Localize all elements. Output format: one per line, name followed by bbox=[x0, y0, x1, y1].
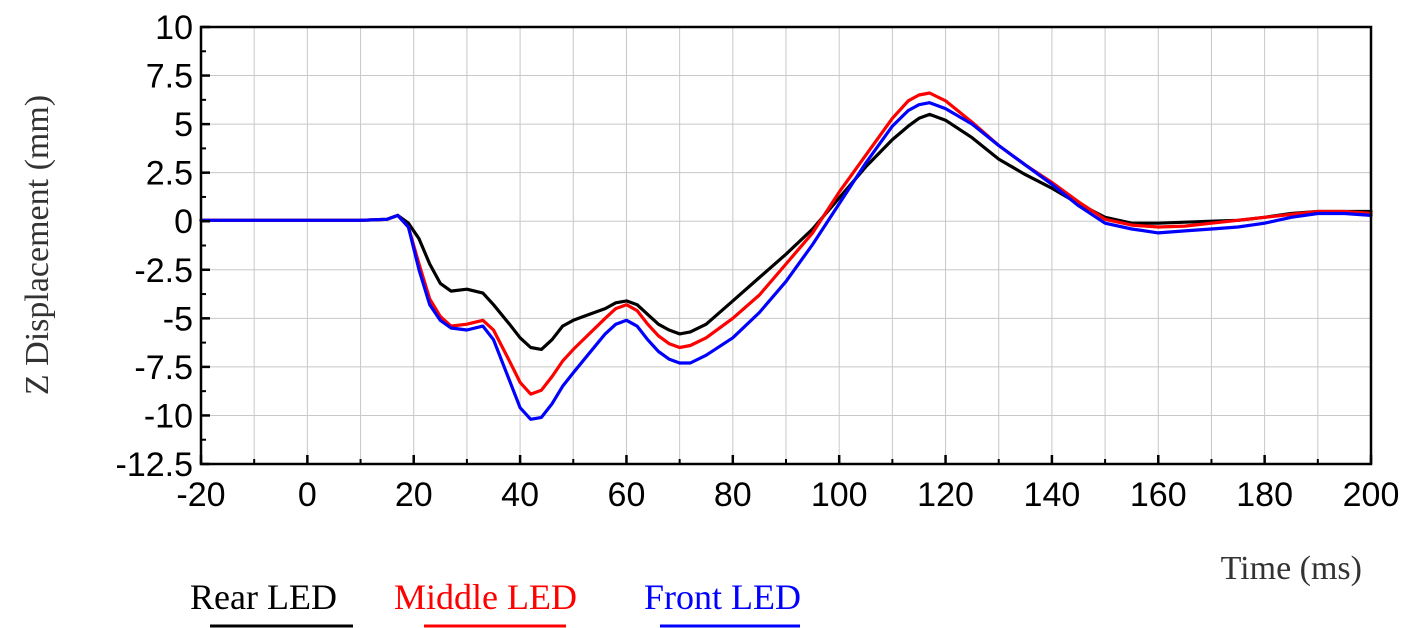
x-tick-label: 100 bbox=[811, 476, 868, 514]
x-tick-label: 40 bbox=[501, 476, 539, 514]
tick-marks bbox=[199, 25, 1373, 466]
series-line-front-led bbox=[199, 101, 1373, 421]
series-line-middle-led bbox=[199, 91, 1373, 396]
y-tick-label: -12.5 bbox=[116, 446, 194, 484]
y-tick-label: -10 bbox=[144, 397, 193, 435]
y-tick-label: -7.5 bbox=[134, 349, 193, 387]
x-tick-label: 140 bbox=[1024, 476, 1081, 514]
y-tick-label: -2.5 bbox=[134, 252, 193, 290]
legend-label-rear: Rear LED bbox=[190, 577, 337, 617]
tick-labels: -20 0 20 40 60 80 100 120 140 160 180 200-12.5-10-7… bbox=[116, 9, 1400, 514]
y-tick-label: 7.5 bbox=[146, 58, 193, 96]
x-tick-label: -20 bbox=[176, 476, 225, 514]
y-tick-label: 5 bbox=[174, 106, 193, 144]
x-tick-label: 180 bbox=[1236, 476, 1293, 514]
legend-item-rear: Rear LED bbox=[190, 577, 353, 628]
x-tick-label: 120 bbox=[917, 476, 974, 514]
grid bbox=[201, 27, 1371, 464]
y-tick-label: 10 bbox=[155, 9, 193, 47]
y-tick-label: 0 bbox=[174, 203, 193, 241]
y-axis-title: Z Displacement (mm) bbox=[19, 95, 56, 395]
x-tick-label: 200 bbox=[1343, 476, 1400, 514]
y-tick-label: -5 bbox=[163, 300, 193, 338]
x-tick-label: 20 bbox=[395, 476, 433, 514]
legend: Rear LED Middle LED Front LED bbox=[190, 577, 801, 628]
x-tick-label: 60 bbox=[608, 476, 646, 514]
x-tick-label: 0 bbox=[298, 476, 317, 514]
x-tick-label: 160 bbox=[1130, 476, 1187, 514]
legend-item-front: Front LED bbox=[644, 577, 801, 628]
legend-label-middle: Middle LED bbox=[394, 577, 577, 617]
y-tick-label: 2.5 bbox=[146, 155, 193, 193]
legend-item-middle: Middle LED bbox=[394, 577, 577, 628]
series-line-rear-led bbox=[199, 112, 1373, 351]
x-axis-title: Time (ms) bbox=[1221, 550, 1362, 587]
x-tick-label: 80 bbox=[714, 476, 752, 514]
legend-label-front: Front LED bbox=[644, 577, 801, 617]
series-layer bbox=[199, 91, 1373, 421]
